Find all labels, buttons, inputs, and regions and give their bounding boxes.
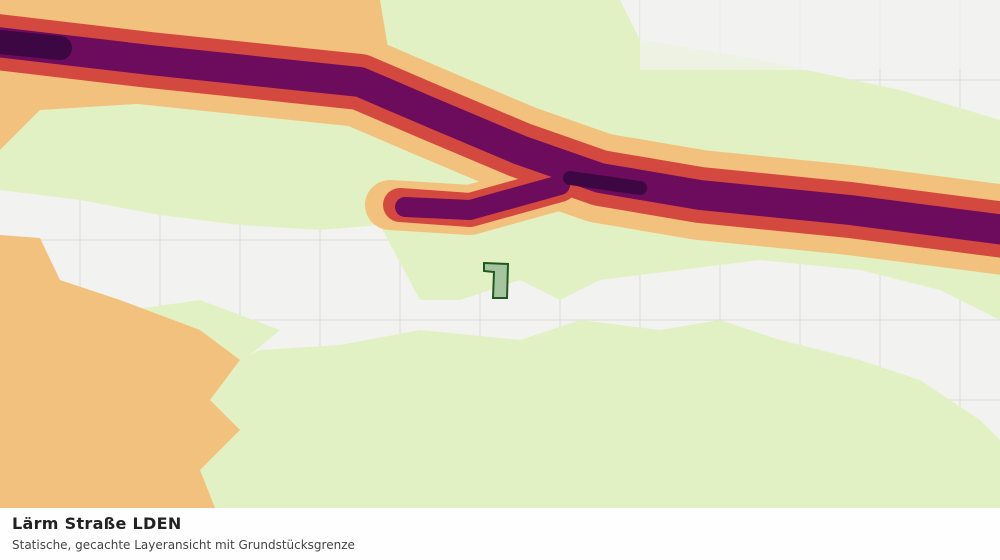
- noise-corridor: [0, 0, 1000, 275]
- parcel-boundary: [483, 261, 510, 299]
- layer-subtitle: Statische, gecachte Layeransicht mit Gru…: [12, 538, 355, 552]
- legend-panel: Lärm Straße LDEN Statische, gecachte Lay…: [0, 508, 1000, 560]
- map: [0, 0, 1000, 508]
- map-clear: [640, 0, 1000, 70]
- layer-title: Lärm Straße LDEN: [12, 514, 182, 533]
